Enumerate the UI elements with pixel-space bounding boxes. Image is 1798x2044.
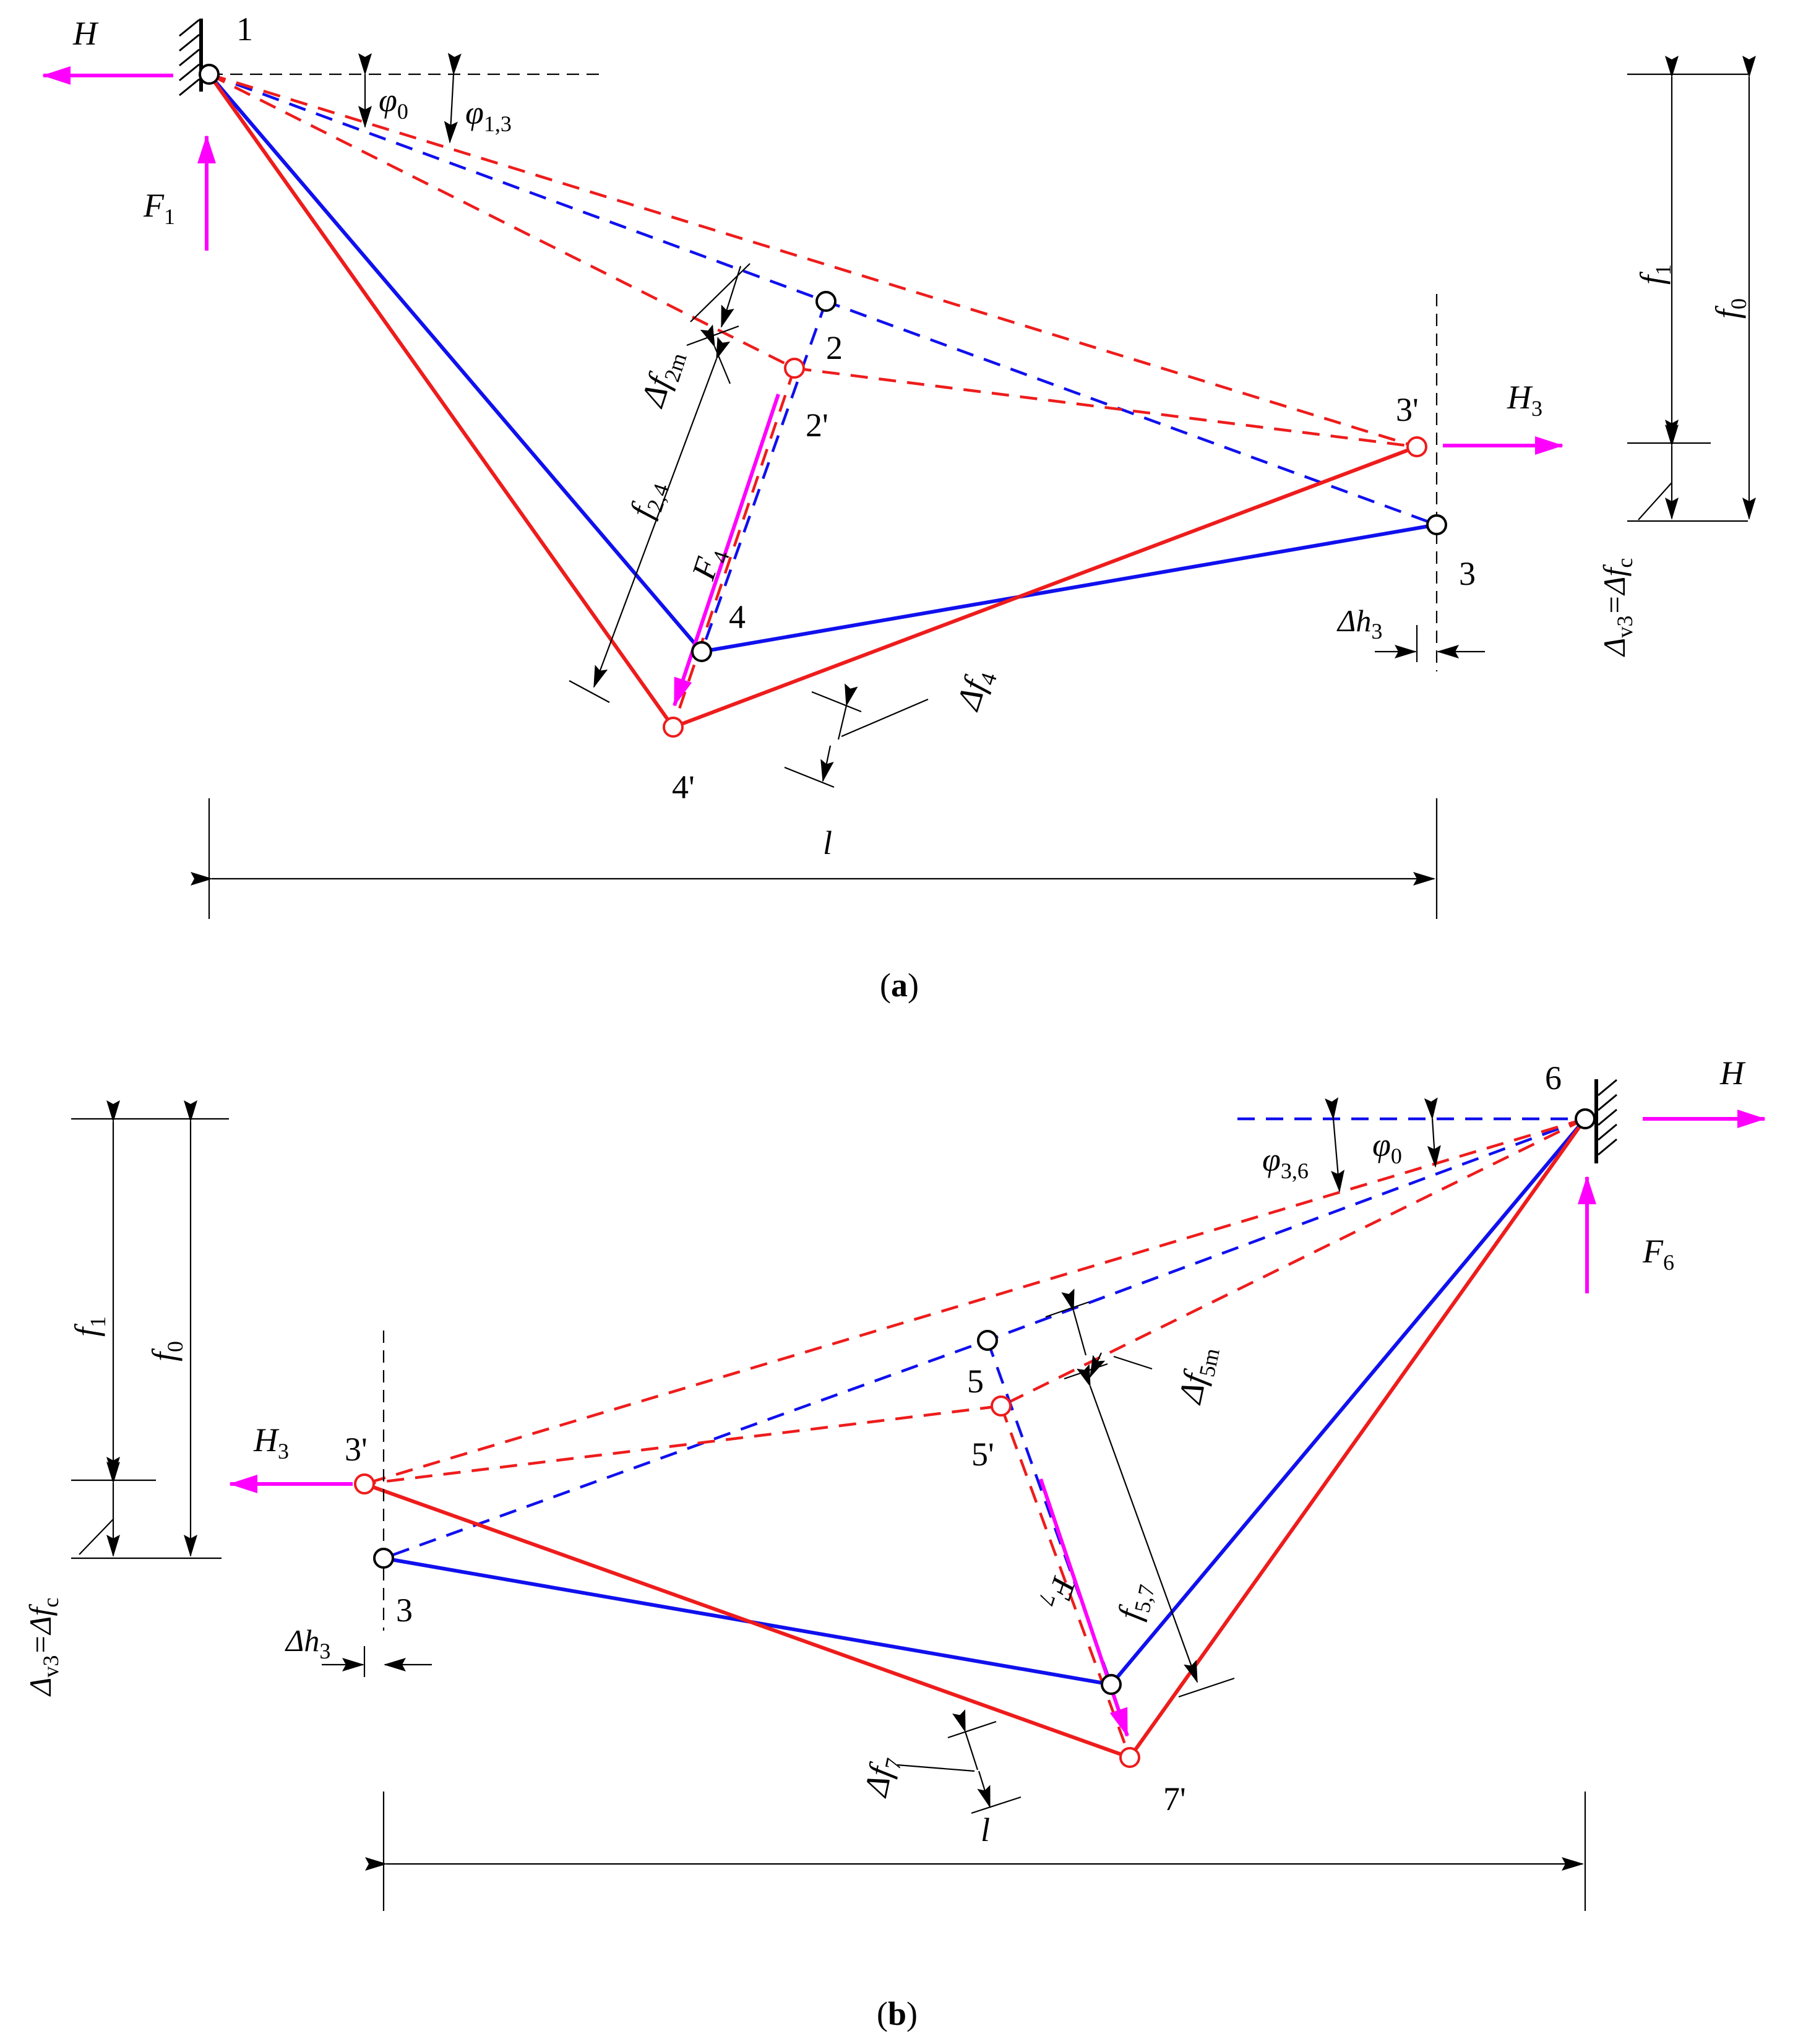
dim-df4	[784, 683, 929, 788]
deformed-chord-1-3p	[209, 72, 1417, 449]
hanger-2-4	[700, 301, 828, 652]
label-dh3-b: Δh3	[285, 1623, 330, 1663]
label-df7: Δf7	[857, 1753, 906, 1801]
dim-f57	[1077, 1364, 1235, 1698]
angle-phi0-arrow-b	[1424, 1097, 1441, 1168]
label-l-b: l	[981, 1811, 990, 1848]
label-node-3p: 3'	[1396, 391, 1419, 428]
label-df5m: Δf5m	[1171, 1342, 1224, 1408]
node-4p[interactable]	[663, 717, 684, 738]
dim-f24	[569, 337, 731, 703]
label-force-F6: F6	[1642, 1233, 1674, 1275]
dim-f1-f0-a	[1627, 56, 1756, 522]
label-force-H: H	[72, 15, 99, 52]
label-node-2: 2	[826, 329, 843, 366]
caption-b: (b)	[877, 1995, 918, 2032]
support-hatch-1	[179, 19, 203, 97]
label-f1-a: f1	[1633, 264, 1675, 285]
label-node-5p: 5'	[971, 1436, 994, 1473]
label-node-1: 1	[236, 11, 253, 48]
node-5p[interactable]	[991, 1395, 1012, 1417]
initial-cable-b	[383, 1118, 1587, 1687]
node-6[interactable]	[1575, 1108, 1596, 1129]
label-node-6: 6	[1545, 1059, 1562, 1097]
initial-cable-a	[207, 73, 1437, 654]
hanger-2p-4p	[671, 368, 796, 728]
dim-l-a	[191, 798, 1438, 919]
label-node-7p: 7'	[1163, 1780, 1186, 1818]
angle-phi36-arrow	[1325, 1097, 1345, 1192]
label-dv3-a: Δv3=Δfc	[1597, 558, 1637, 657]
node-3[interactable]	[1426, 514, 1447, 535]
label-f1-b: f1	[68, 1316, 110, 1337]
label-node-4p: 4'	[672, 769, 695, 806]
label-phi0-a: φ0	[379, 82, 408, 124]
support-hatch-6	[1594, 1079, 1617, 1163]
node-3p[interactable]	[1406, 436, 1427, 457]
label-node-3: 3	[1459, 555, 1476, 592]
hanger-5p-7p	[999, 1405, 1132, 1758]
label-force-H-b: H	[1719, 1054, 1746, 1092]
dim-df7	[897, 1709, 1022, 1814]
deformed-cable-a	[207, 73, 1418, 730]
deformed-chord-6-3p	[364, 1117, 1586, 1486]
force-F4-arrow[interactable]	[673, 394, 780, 707]
label-df4: Δf4	[949, 665, 1002, 717]
label-force-H3-b: H3	[253, 1421, 289, 1464]
label-node-4: 4	[729, 598, 746, 636]
label-f0-a: f0	[1709, 298, 1751, 319]
node-1[interactable]	[199, 64, 220, 85]
label-phi36: φ3,6	[1262, 1141, 1309, 1183]
label-dv3-b: Δv3=Δfc	[23, 1598, 63, 1697]
dim-df2m	[686, 263, 751, 384]
label-f24: f2,4	[622, 475, 674, 524]
label-l-a: l	[823, 824, 832, 861]
hanger-5-7	[986, 1340, 1113, 1685]
label-dh3-a: Δh3	[1336, 603, 1382, 644]
node-2[interactable]	[815, 291, 837, 312]
dim-f1-f0-b	[71, 1100, 229, 1559]
node-5[interactable]	[977, 1330, 998, 1351]
label-f57: f5,7	[1111, 1579, 1159, 1624]
node-4[interactable]	[691, 641, 712, 662]
label-force-H3: H3	[1507, 379, 1542, 421]
dim-l-b	[365, 1792, 1586, 1911]
label-phi0-b: φ0	[1372, 1126, 1402, 1168]
figure-a: 1 2 2' 3 3' 4 4' H F1 H3 F4 φ0 φ1,3 Δf2m…	[42, 11, 1756, 1004]
label-node-5: 5	[967, 1363, 984, 1400]
dim-dh3-b	[322, 1646, 432, 1677]
node-3p-b[interactable]	[354, 1473, 375, 1494]
label-df2m: Δf2m	[634, 345, 692, 413]
label-phi13: φ1,3	[465, 94, 512, 136]
figure-b: 6 5 5' 3 3' 7' H F6 H3 F7 φ3,6 φ0 Δf5m f…	[23, 1054, 1766, 2032]
label-node-3-b: 3	[396, 1592, 413, 1629]
node-7[interactable]	[1101, 1674, 1122, 1695]
label-force-F1: F1	[143, 187, 175, 229]
node-3-b[interactable]	[373, 1548, 394, 1569]
angle-phi13-arrow	[444, 53, 462, 144]
label-f0-b: f0	[145, 1341, 187, 1361]
label-node-3p-b: 3'	[345, 1431, 368, 1468]
node-7p[interactable]	[1119, 1747, 1140, 1768]
dim-dh3-a	[1375, 625, 1485, 662]
label-node-2p: 2'	[806, 407, 828, 444]
node-2p[interactable]	[784, 358, 805, 379]
caption-a: (a)	[880, 967, 919, 1004]
